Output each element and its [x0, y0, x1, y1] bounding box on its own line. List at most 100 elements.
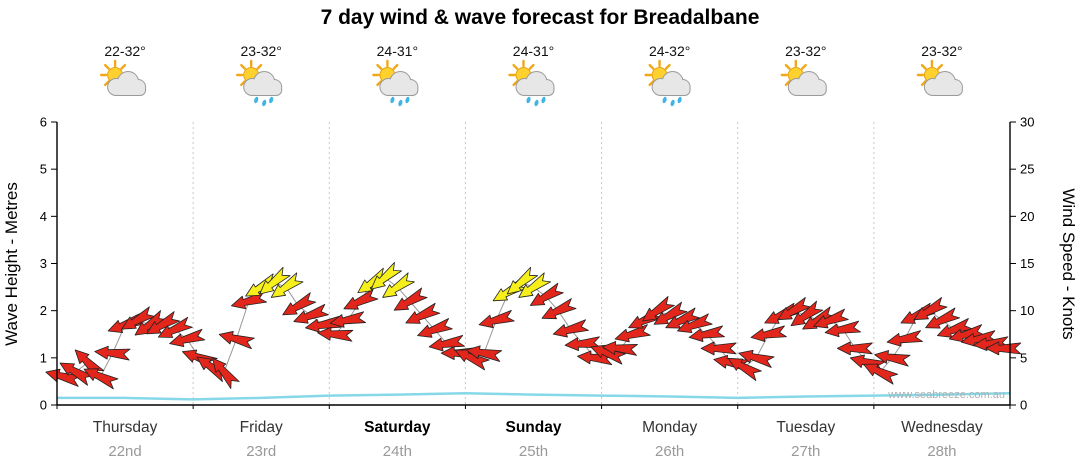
day-label: Thursday	[93, 419, 158, 436]
date-label: 22nd	[108, 443, 141, 460]
weather-icon-partly-cloudy	[780, 59, 827, 96]
wind-arrow	[417, 318, 453, 338]
y-tick-right-label: 20	[1020, 209, 1034, 224]
weather-icon-partly-cloudy-showers	[372, 59, 419, 107]
wind-arrow	[886, 330, 923, 347]
y-tick-right-label: 15	[1020, 256, 1034, 271]
wind-arrow	[529, 282, 564, 306]
weather-icon-partly-cloudy-showers	[644, 59, 691, 107]
wind-arrow	[393, 287, 428, 311]
axes-layer: 0 1 2 3 4 5 6 0 5 10 15 20 25 30	[40, 115, 1035, 413]
y-tick-left-label: 6	[40, 115, 47, 130]
wind-arrow	[824, 320, 861, 338]
raindrop-icon	[670, 99, 675, 107]
wind-arrow	[677, 313, 713, 334]
wind-arrow	[218, 331, 255, 350]
wind-arrow	[146, 311, 181, 335]
date-label: 25th	[519, 443, 548, 460]
temp-range: 23-32°	[785, 43, 826, 59]
y-tick-left-label: 3	[40, 256, 47, 271]
raindrop-icon	[390, 96, 395, 104]
wind-arrow	[231, 291, 268, 310]
day-label: Friday	[240, 419, 283, 436]
raindrop-icon	[398, 99, 403, 107]
cloud-icon	[652, 72, 690, 95]
wind-arrow	[642, 296, 675, 322]
wind-arrow	[83, 368, 119, 390]
wind-arrow	[813, 308, 849, 329]
wind-arrow	[541, 298, 577, 320]
wind-arrow	[665, 307, 701, 329]
wind-arrow	[428, 334, 465, 352]
y-tick-right-label: 25	[1020, 162, 1034, 177]
raindrop-icon	[541, 96, 546, 104]
temp-range: 23-32°	[921, 43, 962, 59]
sun-ray	[664, 63, 671, 70]
raindrop-icon	[526, 96, 531, 104]
temp-range: 22-32°	[104, 43, 145, 59]
sun-ray	[920, 63, 927, 70]
raindrop-icon	[662, 96, 667, 104]
y-tick-left-label: 2	[40, 303, 47, 318]
sun-ray	[920, 80, 927, 87]
y-axis-right-label: Wind Speed - Knots	[1059, 188, 1078, 339]
weather-icon-partly-cloudy-showers	[508, 59, 555, 107]
wind-arrow	[506, 266, 539, 295]
sun-ray	[512, 63, 519, 70]
wind-arrow	[925, 307, 961, 329]
y-tick-right-label: 30	[1020, 115, 1034, 130]
raindrop-icon	[534, 99, 539, 107]
day-label: Monday	[642, 419, 697, 436]
wind-arrow	[836, 341, 873, 356]
wind-arrow	[738, 349, 775, 368]
wind-arrow	[293, 304, 329, 324]
wind-arrow	[653, 301, 688, 325]
sun-ray	[648, 63, 655, 70]
y-tick-right-label: 5	[1020, 350, 1027, 365]
wind-arrow	[750, 325, 787, 342]
raindrop-icon	[269, 96, 274, 104]
date-label: 24th	[383, 443, 412, 460]
sun-ray	[376, 63, 383, 70]
sun-ray	[240, 63, 247, 70]
wind-arrow	[478, 309, 515, 329]
wind-arrow	[913, 297, 948, 321]
wind-arrow	[936, 318, 973, 338]
wind-arrow	[270, 272, 304, 298]
y-tick-left-label: 1	[40, 350, 47, 365]
y-tick-right-label: 0	[1020, 398, 1027, 413]
temp-range: 24-31°	[377, 43, 418, 59]
y-axis-left-label: Wave Height - Metres	[2, 182, 21, 346]
wind-arrow	[465, 345, 503, 362]
sun-ray	[240, 80, 247, 87]
wind-arrow	[777, 297, 812, 321]
sun-ray	[376, 80, 383, 87]
wind-arrow	[790, 300, 824, 327]
sun-ray	[784, 63, 791, 70]
wind-arrow	[329, 311, 366, 328]
sun-ray	[392, 63, 399, 70]
sun-ray	[800, 63, 807, 70]
wind-arrow	[282, 292, 317, 316]
wind-arrow	[863, 363, 899, 385]
wind-arrow	[121, 306, 156, 330]
wind-arrow	[157, 316, 193, 338]
y-tick-right-label: 10	[1020, 303, 1034, 318]
wind-arrow	[212, 357, 240, 389]
cloud-icon	[516, 72, 554, 95]
temp-range: 23-32°	[241, 43, 282, 59]
cloud-icon	[380, 72, 418, 95]
wind-arrow	[370, 262, 402, 290]
wind-arrow	[382, 272, 415, 298]
weather-icon-partly-cloudy-showers	[235, 59, 283, 107]
day-label: Tuesday	[776, 419, 835, 436]
day-label: Sunday	[506, 419, 562, 436]
date-label: 27th	[791, 443, 820, 460]
date-label: 26th	[655, 443, 684, 460]
wave-height-line	[57, 391, 1011, 401]
sun-ray	[104, 63, 110, 70]
sun-ray	[104, 80, 110, 87]
x-axis-labels: Thursday 22nd Friday 23rd Saturday 24th Sunday…	[93, 419, 983, 460]
sun-ray	[256, 63, 263, 70]
sun-ray	[120, 63, 127, 70]
